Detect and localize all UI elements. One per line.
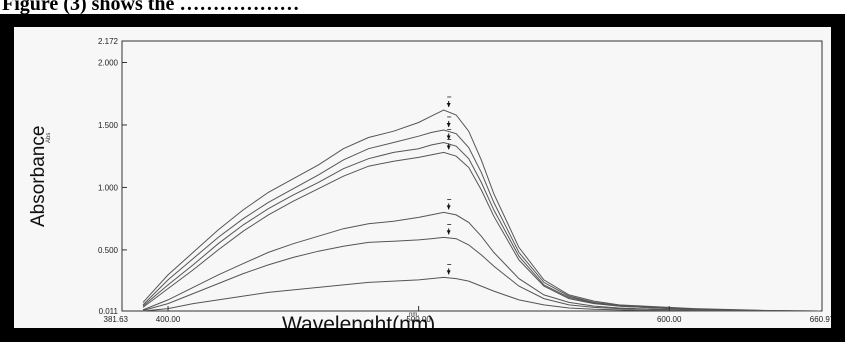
chart-frame: 0.011 0.500 1.000 1.500 2.000 2.172 381.63 400.… [0, 14, 845, 342]
x-tick-label: 381.63 [104, 315, 129, 324]
plot-border [121, 40, 823, 312]
series-line-6 [142, 236, 820, 312]
x-tick-label: 600.00 [657, 315, 682, 324]
y-axis-unit: Abs [46, 133, 52, 143]
figure-caption: Figure (3) shows the ……………… [2, 0, 300, 15]
peak-arrowhead [446, 230, 451, 235]
x-tick-label: 500.00 [406, 315, 431, 324]
x-tick-label: 660.97 [810, 315, 831, 324]
peak-marker-layer [446, 96, 452, 275]
tick-layer: 0.011 0.500 1.000 1.500 2.000 2.172 381.63 400.… [98, 37, 831, 324]
chart-panel: 0.011 0.500 1.000 1.500 2.000 2.172 381.63 400.… [14, 27, 831, 328]
series-line-2 [142, 129, 820, 312]
peak-arrowhead [446, 102, 451, 107]
peak-arrowhead [446, 270, 451, 275]
y-axis-label: Absorbance [28, 126, 49, 227]
x-axis-unit: nm. [409, 312, 419, 318]
chart-axes [121, 40, 823, 312]
x-tick-label: 400.00 [156, 315, 181, 324]
y-tick-label: 1.000 [98, 183, 119, 192]
peak-arrowhead [446, 205, 451, 210]
y-tick-label: 1.500 [98, 121, 119, 130]
series-line-1 [142, 109, 820, 312]
series-line-4 [142, 151, 820, 312]
y-tick-label: 0.011 [99, 307, 119, 316]
peak-arrowhead [446, 145, 451, 150]
y-tick-label: 2.172 [98, 37, 119, 46]
series-line-7 [142, 276, 820, 312]
y-tick-label: 2.000 [98, 58, 119, 67]
y-tick-label: 0.500 [98, 246, 119, 255]
series-layer [142, 109, 820, 312]
absorbance-chart: 0.011 0.500 1.000 1.500 2.000 2.172 381.63 400.… [28, 37, 831, 328]
peak-arrowhead [446, 135, 451, 140]
peak-arrowhead [446, 122, 451, 127]
x-axis-label: Wavelenght(nm) [282, 313, 435, 328]
